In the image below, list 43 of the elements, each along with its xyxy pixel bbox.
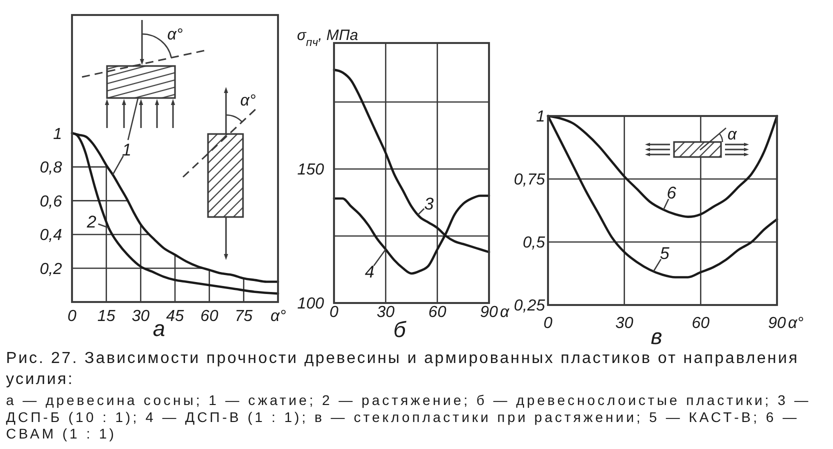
- series-label: 6: [666, 184, 677, 203]
- annotation: α°: [240, 92, 256, 110]
- x-tick-label: 15: [97, 308, 116, 325]
- series-label: 1: [122, 140, 132, 160]
- x-axis-title: α: [500, 304, 510, 321]
- y-axis-title: σ$_{пч}$, МПа: [297, 27, 358, 49]
- x-tick-label: 90: [480, 304, 498, 321]
- annotation: α°: [167, 26, 184, 44]
- x-tick-label: 60: [692, 315, 710, 332]
- y-tick-label: 0,6: [40, 193, 62, 210]
- x-tick-label: 75: [234, 308, 253, 325]
- x-tick-label: 60: [428, 304, 446, 321]
- x-axis-title: α°: [788, 315, 804, 332]
- x-tick-label: 30: [615, 315, 634, 332]
- x-tick-label: 45: [166, 308, 184, 325]
- text: б: [393, 317, 408, 342]
- y-tick-label: 0,8: [40, 160, 62, 177]
- y-tick-label: 0,2: [40, 260, 62, 278]
- text: а: [152, 316, 166, 341]
- y-tick-label: 0,5: [522, 234, 546, 252]
- x-tick-label: 30: [132, 308, 150, 325]
- y-tick-label: 1: [53, 126, 62, 143]
- y-tick-label: 1: [536, 108, 545, 126]
- series-label: 5: [660, 244, 670, 264]
- y-tick-label: 0,75: [514, 172, 546, 189]
- y-tick-label: 150: [297, 162, 324, 179]
- x-tick-label: 0: [68, 308, 77, 325]
- y-tick-label: 0,4: [40, 227, 62, 244]
- text: а — древесина сосны; 1 — сжатие; 2 — растяжение; б — древеснослоистые пластики; 3 — ДСП-Б (10 : 1); 4 — ДСП-В (1 : 1); в — стеклопластики при растяжении; 5 — КАСТ-В; 6 — СВАМ (1 : 1): [6, 392, 811, 442]
- y-tick-label: 0,25: [514, 298, 546, 315]
- text: Рис. 27. Зависимости прочности древесины и армированных пластиков от направления усилия:: [6, 350, 799, 388]
- series-label: 4: [364, 262, 374, 282]
- x-tick-label: 0: [330, 304, 339, 321]
- annotation: α: [727, 126, 738, 144]
- x-tick-label: 0: [544, 315, 553, 332]
- x-tick-label: 30: [376, 304, 395, 321]
- x-axis-title: α°: [270, 308, 287, 325]
- x-tick-label: 60: [200, 308, 218, 325]
- series-label: 2: [86, 212, 97, 232]
- series-label: 3: [424, 194, 434, 214]
- x-tick-label: 90: [768, 315, 786, 332]
- text: в: [650, 324, 662, 349]
- y-tick-label: 100: [297, 296, 324, 313]
